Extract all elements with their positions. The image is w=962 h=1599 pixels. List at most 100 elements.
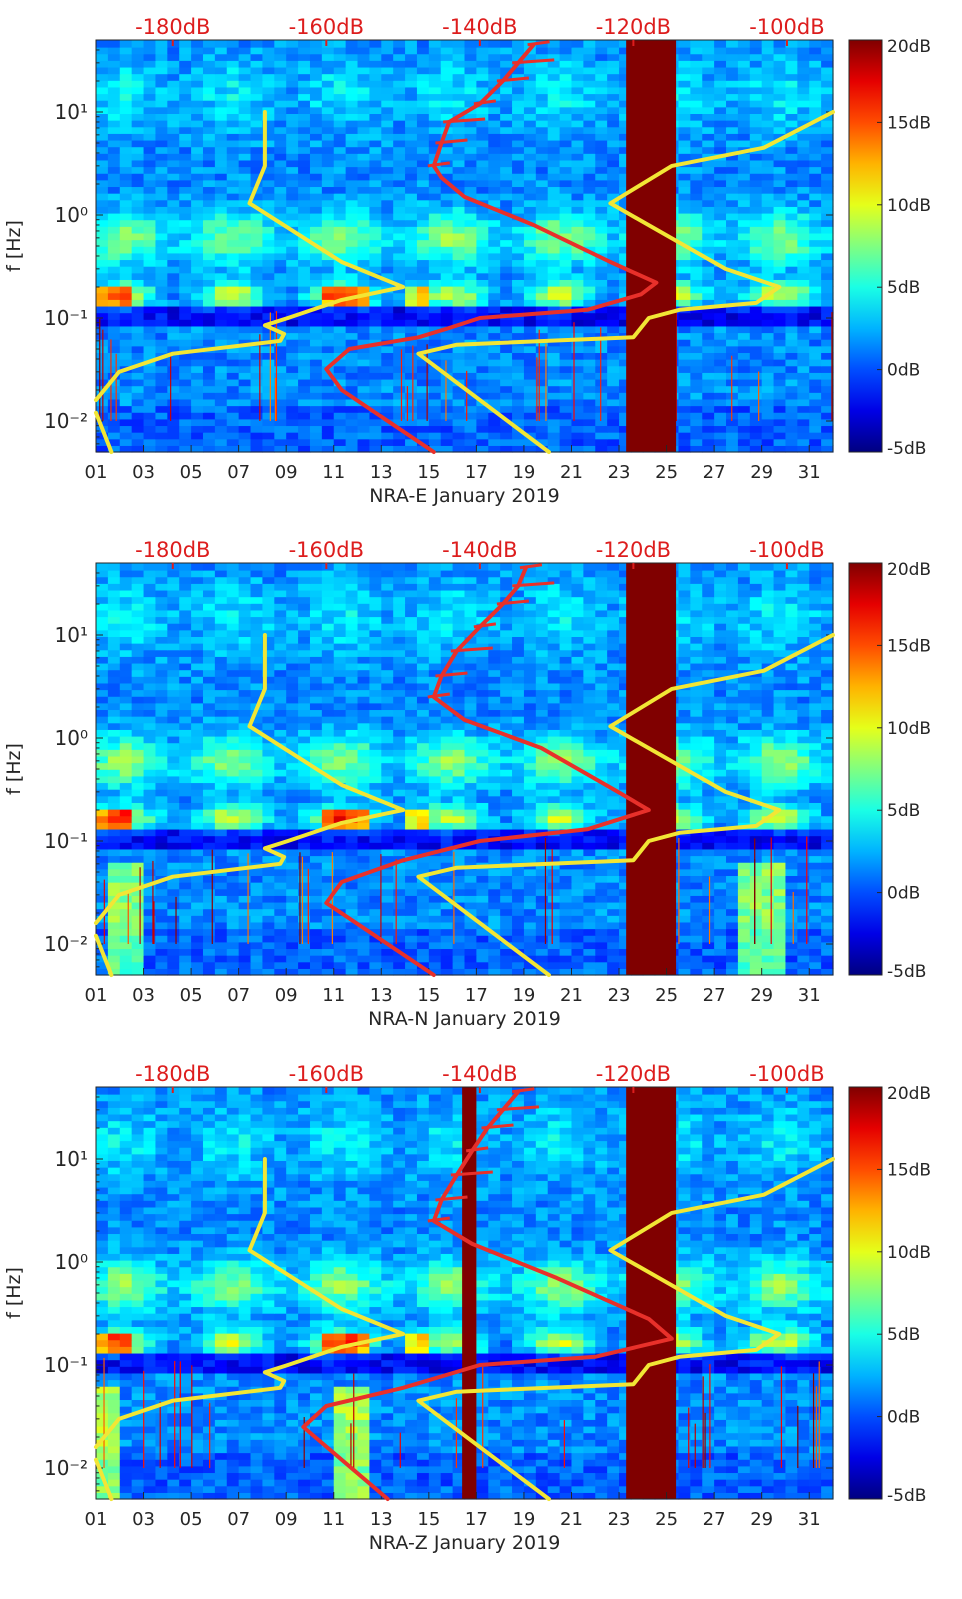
spectrogram-cell — [393, 908, 406, 916]
spectrogram-cell — [405, 961, 418, 969]
spectrogram-cell — [809, 445, 822, 453]
spectrogram-cell — [702, 86, 715, 95]
spectrogram-cell — [179, 66, 192, 75]
spectrogram-cell — [512, 352, 525, 360]
spectrogram-cell — [749, 86, 763, 95]
spectrogram-cell — [737, 895, 751, 903]
spectrogram-cell — [476, 895, 489, 903]
spectrogram-cell — [119, 412, 133, 420]
spectrogram-cell — [535, 47, 549, 55]
spectrogram-cell — [191, 47, 204, 55]
spectrogram-cell — [286, 888, 299, 896]
spectrogram-cell — [321, 968, 335, 976]
spectrogram-cell — [797, 418, 810, 427]
spectrogram-cell — [167, 80, 180, 88]
spectrogram-cell — [678, 40, 691, 48]
spectrogram-cell — [107, 312, 121, 320]
spectrogram-cell — [583, 60, 596, 68]
spectrogram-cell — [416, 139, 430, 148]
spectrogram-cell — [119, 246, 133, 254]
spectrogram-cell — [309, 425, 323, 433]
spectrogram-cell — [785, 955, 798, 963]
spectrogram-cell — [773, 412, 787, 420]
spectrogram-cell — [714, 193, 727, 201]
spectrogram-cell — [547, 120, 561, 128]
spectrogram-cell — [726, 232, 739, 241]
spectrogram-cell — [714, 73, 727, 81]
spectrogram-cell — [405, 113, 418, 121]
spectrogram-cell — [286, 219, 299, 227]
spectrogram-cell — [179, 345, 192, 354]
spectrogram-cell — [119, 86, 133, 95]
spectrogram-cell — [535, 239, 549, 247]
spectrogram-cell — [797, 941, 810, 950]
spectrogram-cell — [191, 862, 204, 870]
spectrogram-cell — [191, 941, 204, 950]
spectrogram-cell — [773, 299, 787, 307]
spectrogram-cell — [488, 272, 501, 280]
spectrogram-cell — [393, 392, 406, 400]
spectrogram-cell — [238, 928, 252, 936]
spectrogram-cell — [226, 100, 240, 108]
spectrogram-cell — [155, 955, 168, 963]
spectrogram-cell — [571, 279, 584, 287]
spectrogram-cell — [393, 895, 406, 903]
spectrogram-cell — [452, 961, 466, 969]
spectrogram-cell — [226, 193, 240, 201]
spectrogram-cell — [345, 385, 359, 393]
spectrogram-cell — [595, 73, 608, 81]
spectrogram-cell — [333, 412, 347, 420]
spectrogram-cell — [381, 80, 394, 88]
spectrogram-cell — [274, 332, 287, 340]
spectrogram-cell — [214, 425, 228, 433]
spectrogram-cell — [702, 875, 715, 883]
spectrogram-cell — [464, 941, 477, 950]
spectrogram-cell — [226, 941, 240, 950]
spectrogram-cell — [250, 319, 264, 327]
spectrogram-cell — [440, 86, 454, 95]
spectrogram-cell — [405, 212, 418, 221]
spectrogram-cell — [226, 875, 240, 883]
spectrogram-cell — [476, 372, 489, 380]
spectrogram-cell — [571, 179, 584, 188]
spectrogram-cell — [571, 438, 584, 446]
spectrogram-cell — [167, 173, 180, 181]
spectrogram-cell — [262, 365, 275, 373]
spectrogram-cell — [785, 345, 798, 354]
spectrogram-cell — [262, 133, 275, 141]
spectrogram-cell — [547, 53, 561, 61]
spectrogram-cell — [523, 359, 537, 367]
spectrogram-cell — [440, 106, 454, 114]
spectrogram-cell — [416, 425, 430, 433]
spectrogram-cell — [773, 345, 787, 354]
spectrogram-cell — [416, 345, 430, 354]
spectrogram-cell — [321, 186, 335, 194]
spectrogram-cell — [547, 252, 561, 261]
spectrogram-cell — [773, 93, 787, 101]
spectrogram-cell — [619, 186, 632, 194]
spectrogram-cell — [773, 266, 787, 274]
spectrogram-cell — [583, 106, 596, 114]
spectrogram-cell — [119, 425, 133, 433]
spectrogram-cell — [286, 325, 299, 334]
spectrogram-cell — [202, 412, 216, 420]
spectrogram-cell — [500, 166, 513, 174]
spectrogram-cell — [381, 139, 394, 148]
spectrogram-cell — [500, 40, 513, 48]
spectrogram-cell — [321, 332, 335, 340]
spectrogram-cell — [512, 888, 525, 896]
spectrogram-cell — [523, 941, 537, 950]
spectrogram-cell — [202, 73, 216, 81]
spectrogram-cell — [583, 40, 596, 48]
spectrogram-cell — [559, 438, 573, 446]
spectrogram-cell — [571, 133, 584, 141]
spectrogram-cell — [583, 445, 596, 453]
spectrogram-cell — [797, 212, 810, 221]
spectrogram-cell — [571, 928, 584, 936]
spectrogram-cell — [131, 405, 145, 413]
spectrogram-cell — [512, 212, 525, 221]
spectrogram-cell — [571, 398, 584, 407]
spectrogram-cell — [595, 133, 608, 141]
spectrogram-cell — [369, 266, 382, 274]
spectrogram-cell — [702, 921, 715, 930]
